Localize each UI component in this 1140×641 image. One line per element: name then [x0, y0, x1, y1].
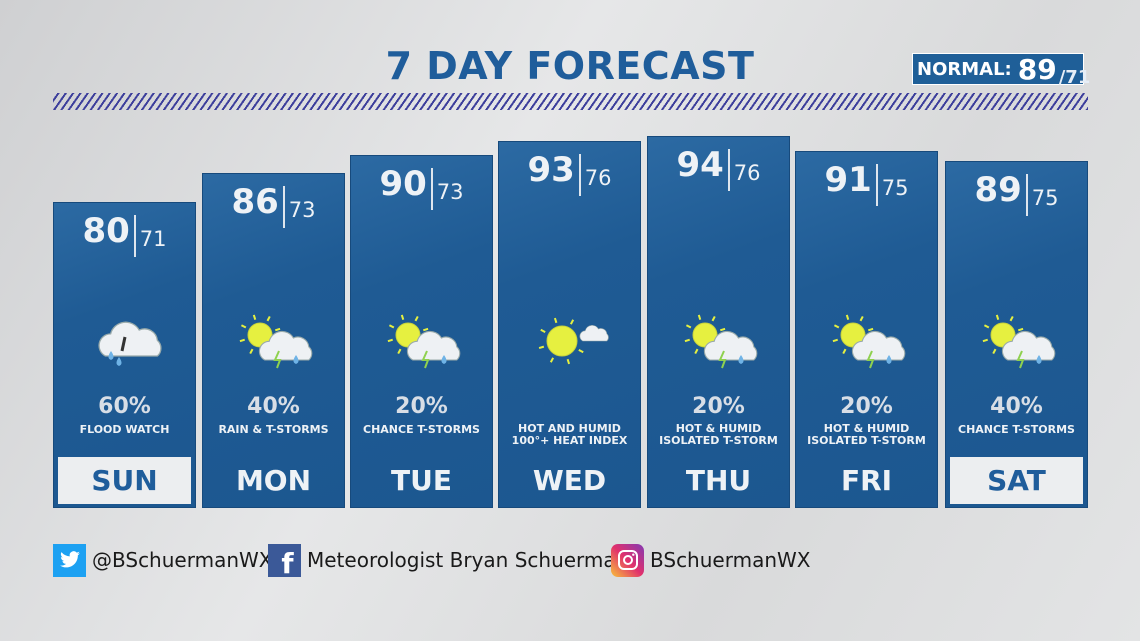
condition-line: 100°+ HEAT INDEX	[511, 434, 628, 447]
precip-chance: 40%	[247, 394, 300, 419]
low-temp: 76	[733, 161, 761, 185]
condition-text: CHANCE T-STORMS	[351, 424, 492, 436]
high-temp: 90	[379, 164, 427, 204]
temp-separator	[727, 149, 730, 191]
temp-separator	[578, 154, 581, 196]
condition-text: HOT & HUMID ISOLATED T-STORM	[648, 423, 789, 447]
temp-separator	[1025, 174, 1028, 216]
day-label: MON	[235, 464, 312, 497]
high-temp: 91	[824, 160, 872, 200]
low-temp: 76	[584, 166, 612, 190]
mostly-sunny-icon	[538, 317, 609, 365]
page-title: 7 DAY FORECAST	[385, 44, 755, 88]
instagram-handle: BSchuermanWX	[611, 543, 810, 577]
precip-chance: 60%	[98, 394, 151, 419]
day-panel-fri: 91 75 20% HOT & HUMID ISOLATED T-STORM FRI	[795, 151, 938, 508]
precip-chance: 20%	[395, 394, 448, 419]
condition-line: ISOLATED T-STORM	[659, 434, 778, 447]
day-label: TUE	[391, 464, 452, 497]
facebook-page: f Meteorologist Bryan Schuerman	[268, 543, 629, 580]
day-panel-tue: 90 73 20% CHANCE T-STORMS TUE	[350, 155, 493, 508]
instagram-icon	[611, 543, 644, 577]
temp-separator	[133, 215, 136, 257]
day-panel-mon: 86 73 40% RAIN & T-STORMS MON	[202, 173, 345, 508]
normal-temps-badge: NORMAL: 89 /71	[912, 52, 1090, 88]
partly-sunny-thunderstorm-icon	[239, 314, 312, 369]
temp-separator	[875, 164, 878, 206]
day-panel-wed: 93 76 HOT AND HUMID 100°+ HEAT INDEX WED	[498, 141, 641, 508]
condition-line: HOT & HUMID	[675, 422, 762, 435]
day-label: WED	[532, 464, 607, 497]
hatch-divider	[53, 93, 1088, 110]
temps: 89 75	[946, 170, 1087, 216]
day-label: THU	[685, 464, 752, 497]
temps: 94 76	[648, 145, 789, 191]
day-label: SAT	[950, 457, 1083, 504]
condition-text: HOT & HUMID ISOLATED T-STORM	[796, 423, 937, 447]
instagram-text: BSchuermanWX	[650, 548, 811, 572]
condition-line: CHANCE T-STORMS	[363, 423, 480, 436]
temps: 93 76	[499, 150, 640, 196]
temps: 91 75	[796, 160, 937, 206]
temp-separator	[430, 168, 433, 210]
temps: 80 71	[54, 211, 195, 257]
partly-sunny-thunderstorm-icon	[387, 314, 460, 369]
temps: 90 73	[351, 164, 492, 210]
high-temp: 94	[676, 145, 724, 185]
day-panel-thu: 94 76 20% HOT & HUMID ISOLATED T-STORM THU	[647, 136, 790, 508]
facebook-text: Meteorologist Bryan Schuerman	[307, 548, 629, 572]
normal-high: 89	[1017, 52, 1057, 86]
facebook-icon: f	[268, 543, 301, 580]
normal-label: NORMAL:	[917, 58, 1012, 80]
low-temp: 73	[436, 180, 464, 204]
condition-text: RAIN & T-STORMS	[203, 424, 344, 436]
high-temp: 89	[974, 170, 1022, 210]
condition-line: HOT & HUMID	[823, 422, 910, 435]
high-temp: 80	[82, 211, 130, 251]
low-temp: 73	[288, 198, 316, 222]
partly-sunny-thunderstorm-icon	[832, 314, 905, 369]
day-label: SUN	[58, 457, 191, 504]
normal-low: /71	[1058, 66, 1091, 88]
condition-line: RAIN & T-STORMS	[218, 423, 329, 436]
condition-line: ISOLATED T-STORM	[807, 434, 926, 447]
high-temp: 86	[231, 182, 279, 222]
temps: 86 73	[203, 182, 344, 228]
precip-chance: 20%	[692, 394, 745, 419]
twitter-text: @BSchuermanWX	[92, 548, 273, 572]
precip-chance: 40%	[990, 394, 1043, 419]
condition-text: CHANCE T-STORMS	[946, 424, 1087, 436]
condition-text: FLOOD WATCH	[54, 424, 195, 436]
condition-text: HOT AND HUMID 100°+ HEAT INDEX	[499, 423, 640, 447]
low-temp: 75	[1031, 186, 1059, 210]
condition-line: CHANCE T-STORMS	[958, 423, 1075, 436]
high-temp: 93	[527, 150, 575, 190]
low-temp: 75	[881, 176, 909, 200]
twitter-icon	[53, 543, 86, 577]
precip-chance: 20%	[840, 394, 893, 419]
condition-line: FLOOD WATCH	[79, 423, 170, 436]
temp-separator	[282, 186, 285, 228]
cloud-rain-warning-icon	[97, 321, 161, 366]
day-panel-sun: 80 71 60% FLOOD WATCH SUN	[53, 202, 196, 508]
low-temp: 71	[139, 227, 167, 251]
day-label: FRI	[840, 464, 893, 497]
twitter-handle: @BSchuermanWX	[53, 543, 272, 577]
partly-sunny-thunderstorm-icon	[982, 314, 1055, 369]
condition-line: HOT AND HUMID	[518, 422, 621, 435]
partly-sunny-thunderstorm-icon	[684, 314, 757, 369]
day-panel-sat: 89 75 40% CHANCE T-STORMS SAT	[945, 161, 1088, 508]
